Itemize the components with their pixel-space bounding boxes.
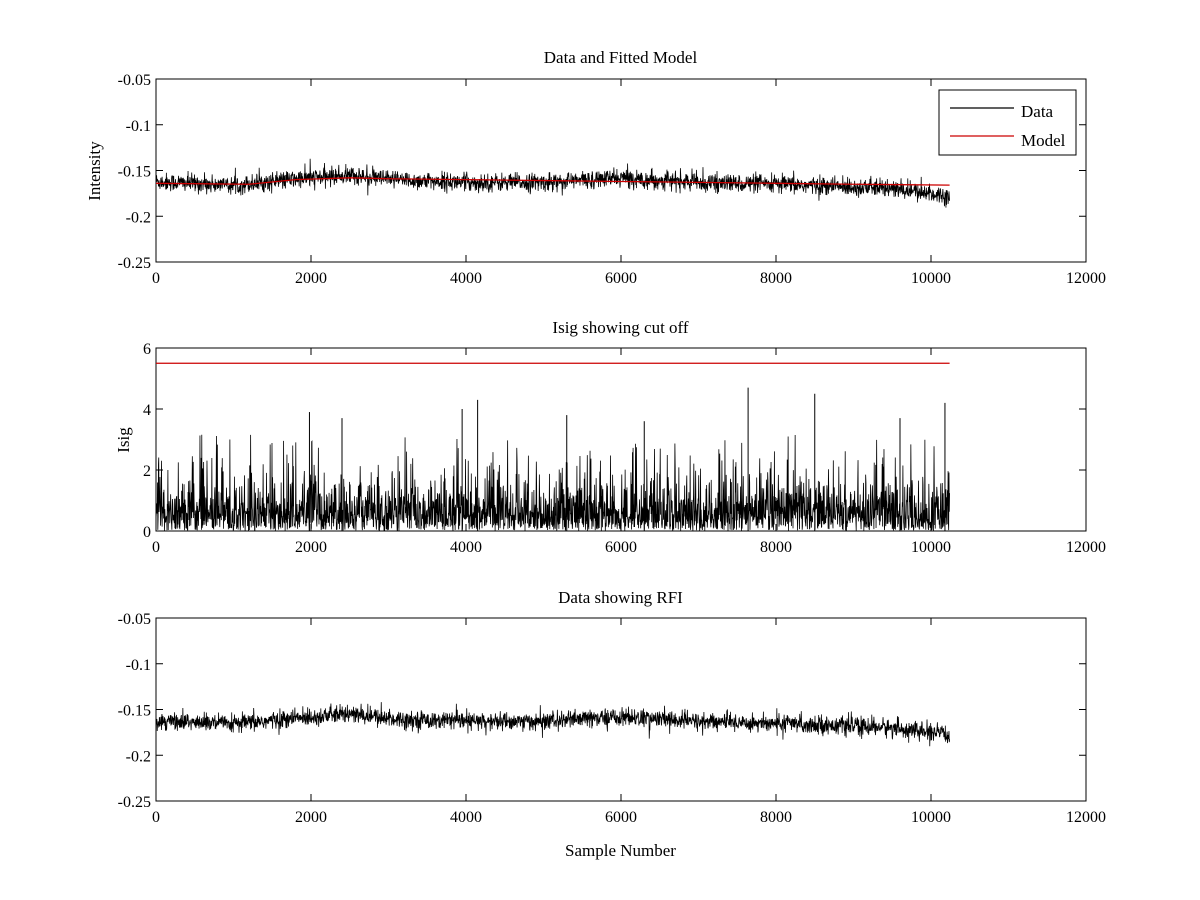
panel-isig-showing-cut-off: Isig showing cut off Isig 0 2000 4000 6000 8… [114, 318, 1106, 556]
plot-area: 0 2000 4000 6000 8000 10000 12000 0 2 4 6 [143, 341, 1106, 556]
x-tick-label: 8000 [760, 809, 792, 826]
series-line-isig [155, 434, 950, 532]
x-tick-label: 4000 [450, 809, 482, 826]
x-tick-label: 4000 [450, 270, 482, 287]
y-axis-label: Intensity [85, 141, 104, 201]
x-tick-label: 2000 [295, 539, 327, 556]
x-tick-label: 12000 [1066, 270, 1106, 287]
x-tick-label: 10000 [911, 809, 951, 826]
y-tick-label: 0 [143, 524, 151, 541]
y-tick-label: -0.1 [126, 118, 151, 135]
x-tick-label: 2000 [295, 809, 327, 826]
x-tick-label: 8000 [760, 539, 792, 556]
legend-box [938, 89, 1077, 156]
panel-title: Data showing RFI [558, 588, 683, 607]
y-tick-label: -0.15 [118, 164, 151, 181]
plot-area: 0 2000 4000 6000 8000 10000 12000 -0.05 -0.1 -0.1… [118, 72, 1106, 287]
panel-title: Isig showing cut off [552, 318, 688, 337]
x-tick-label: 0 [152, 809, 160, 826]
x-tick-label: 4000 [450, 539, 482, 556]
y-tick-label: -0.15 [118, 703, 151, 720]
y-tick-label: -0.2 [126, 209, 151, 226]
x-tick-label: 10000 [911, 539, 951, 556]
y-tick-label: -0.25 [118, 794, 151, 811]
x-tick-label: 6000 [605, 809, 637, 826]
plot-area: 0 2000 4000 6000 8000 10000 12000 -0.05 -0.1 -0.1… [118, 611, 1106, 826]
y-tick-label: 4 [143, 402, 151, 419]
panel-title: Data and Fitted Model [544, 48, 698, 67]
series-line-model [155, 177, 950, 186]
y-tick-label: -0.05 [118, 72, 151, 89]
y-tick-label: 6 [143, 341, 151, 358]
x-tick-label: 2000 [295, 270, 327, 287]
y-tick-label: -0.2 [126, 748, 151, 765]
y-axis-label: Isig [114, 427, 133, 453]
x-tick-label: 8000 [760, 270, 792, 287]
legend-label-model: Model [1021, 131, 1066, 150]
y-tick-label: -0.25 [118, 255, 151, 272]
x-tick-label: 6000 [605, 270, 637, 287]
x-axis-label: Sample Number [565, 841, 676, 860]
y-tick-label: -0.1 [126, 657, 151, 674]
series-line-data [155, 702, 950, 747]
legend: Data Model [938, 89, 1077, 156]
x-tick-label: 0 [152, 270, 160, 287]
y-tick-label: 2 [143, 463, 151, 480]
legend-label-data: Data [1021, 102, 1054, 121]
x-tick-label: 0 [152, 539, 160, 556]
x-tick-label: 12000 [1066, 809, 1106, 826]
panel-data-showing-rfi: Data showing RFI Sample Number 0 2000 4000… [118, 588, 1106, 860]
y-tick-label: -0.05 [118, 611, 151, 628]
x-tick-label: 12000 [1066, 539, 1106, 556]
x-tick-label: 10000 [911, 270, 951, 287]
panel-data-and-fitted-model: Data and Fitted Model Intensity 0 2000 400… [85, 48, 1106, 287]
x-tick-label: 6000 [605, 539, 637, 556]
